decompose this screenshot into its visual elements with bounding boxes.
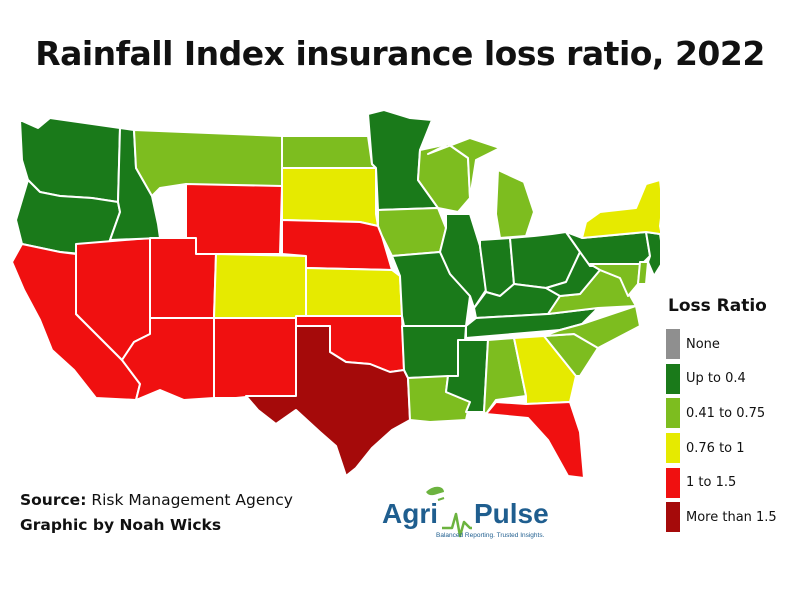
state-fl[interactable]	[485, 401, 585, 479]
state-tn[interactable]	[465, 307, 599, 339]
logo-word-agri: Agri	[382, 498, 438, 529]
legend-item-low: Up to 0.4	[666, 362, 800, 397]
state-il[interactable]	[439, 213, 487, 309]
agri-pulse-logo: Agri Pulse Balanced Reporting. Trusted I…	[382, 484, 550, 544]
state-wy[interactable]	[185, 183, 283, 255]
state-co[interactable]	[213, 253, 307, 319]
state-nj[interactable]	[645, 231, 660, 277]
legend-swatch-mid	[666, 433, 680, 464]
legend-item-midlow: 0.41 to 0.75	[666, 396, 800, 431]
state-ks[interactable]	[305, 267, 403, 317]
legend-title: Loss Ratio	[668, 296, 767, 316]
legend-swatch-veryhigh	[666, 502, 680, 533]
logo-mark-icon	[426, 486, 472, 538]
logo-word-pulse: Pulse	[474, 498, 549, 529]
legend-label-veryhigh: More than 1.5	[686, 509, 777, 525]
legend-item-mid: 0.76 to 1	[666, 431, 800, 466]
legend-item-high: 1 to 1.5	[666, 465, 800, 500]
state-ia[interactable]	[377, 207, 447, 257]
state-ny[interactable]	[581, 179, 660, 239]
legend-label-midlow: 0.41 to 0.75	[686, 405, 766, 421]
source-line: Source: Risk Management Agency	[20, 488, 293, 513]
us-states-map	[11, 109, 660, 479]
legend-label-mid: 0.76 to 1	[686, 440, 745, 456]
legend-swatch-low	[666, 363, 680, 394]
state-sd[interactable]	[281, 167, 379, 227]
state-nd[interactable]	[281, 135, 377, 169]
state-ar[interactable]	[401, 325, 467, 379]
legend-label-none: None	[686, 336, 720, 352]
legend-item-veryhigh: More than 1.5	[666, 500, 800, 535]
map-title: Rainfall Index insurance loss ratio, 202…	[35, 34, 765, 73]
logo-tagline: Balanced Reporting. Trusted Insights.	[436, 532, 545, 539]
legend: Loss Ratio None Up to 0.4 0.41 to 0.75 0…	[666, 296, 800, 535]
state-mi[interactable]	[427, 137, 501, 199]
source-label: Source:	[20, 491, 87, 509]
legend-item-none: None	[666, 327, 800, 362]
state-tx[interactable]	[245, 325, 411, 477]
legend-label-high: 1 to 1.5	[686, 475, 737, 491]
credits: Source: Risk Management Agency Graphic b…	[20, 488, 293, 538]
source-text: Risk Management Agency	[86, 491, 293, 509]
state-mi-lower[interactable]	[495, 169, 535, 239]
state-nm[interactable]	[213, 317, 297, 399]
legend-swatch-high	[666, 467, 680, 498]
legend-label-low: Up to 0.4	[686, 371, 746, 387]
legend-swatch-midlow	[666, 398, 680, 429]
graphic-credit: Graphic by Noah Wicks	[20, 516, 222, 534]
state-de[interactable]	[637, 261, 649, 285]
legend-swatch-none	[666, 329, 680, 360]
state-nc[interactable]	[543, 305, 641, 349]
